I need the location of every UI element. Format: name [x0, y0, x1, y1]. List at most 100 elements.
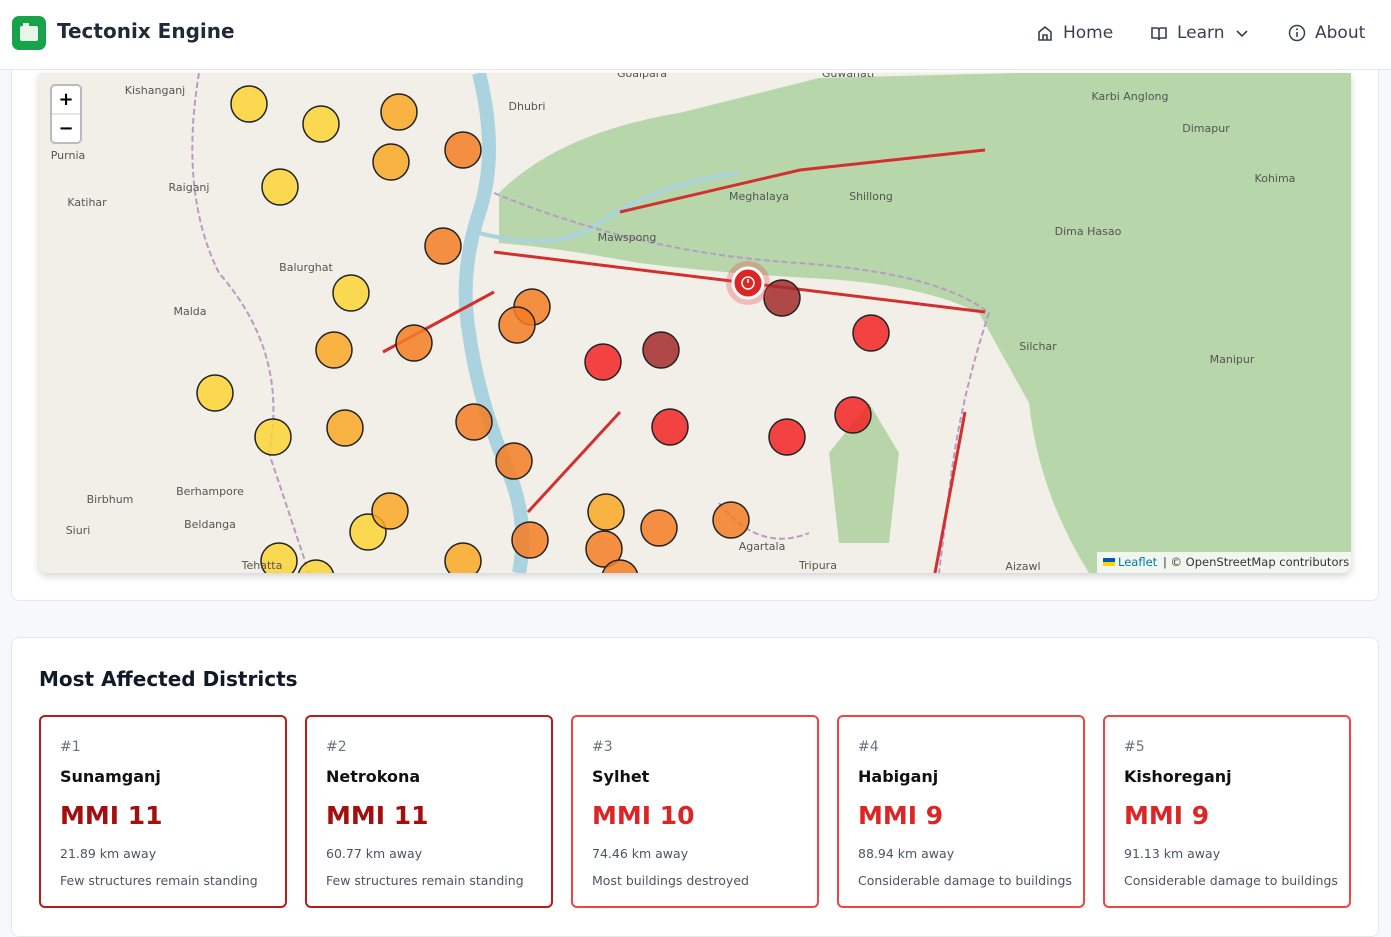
intensity-circle [585, 530, 623, 568]
intensity-circle [640, 509, 678, 547]
place-label: Raiganj [169, 181, 210, 194]
epicenter[interactable] [726, 261, 770, 305]
intensity-circle [380, 93, 418, 131]
district-name: Habiganj [858, 767, 939, 786]
district-distance: 21.89 km away [60, 846, 157, 861]
zoom-control: + − [50, 84, 82, 144]
district-card[interactable]: #3 Sylhet MMI 10 74.46 km away Most building… [571, 715, 819, 908]
zoom-out[interactable]: − [58, 118, 73, 139]
nav-learn[interactable]: Learn [1150, 23, 1250, 43]
place-label: Malda [173, 305, 206, 318]
place-label: Mawspong [598, 231, 657, 244]
district-name: Netrokona [326, 767, 421, 786]
place-label: Birbhum [87, 493, 134, 506]
place-labels: Kishanganj Goalpara Guwahati Karbi Anglong D… [51, 73, 1296, 573]
header: Tectonix Engine Home Learn About [0, 0, 1391, 70]
leaflet-link[interactable]: Leaflet [1118, 555, 1158, 569]
map[interactable]: Kishanganj Goalpara Guwahati Karbi Anglong D… [39, 73, 1351, 573]
intensity-circle [297, 559, 335, 573]
zoom-in[interactable]: + [58, 89, 73, 110]
district-name: Kishoreganj [1124, 767, 1232, 786]
intensity-circle [332, 274, 370, 312]
intensity-circle [326, 409, 364, 447]
home-icon [1038, 25, 1052, 41]
intensity-circle [601, 559, 639, 573]
logo[interactable] [12, 16, 46, 50]
district-distance: 88.94 km away [858, 846, 955, 861]
place-label: Aizawl [1005, 560, 1040, 573]
intensity-circle [254, 418, 292, 456]
intensity-circle [395, 324, 433, 362]
intensity-circle [302, 105, 340, 143]
fault-line [619, 148, 986, 214]
district-card[interactable]: #4 Habiganj MMI 9 88.94 km away Considerable… [837, 715, 1085, 908]
district-card[interactable]: #5 Kishoreganj MMI 9 91.13 km away Considera… [1103, 715, 1351, 908]
nav-label: Home [1063, 23, 1114, 43]
district-effect: Considerable damage to buildings [858, 873, 1072, 888]
intensity-circle [424, 227, 462, 265]
intensity-circle [372, 143, 410, 181]
intensity-circle [642, 331, 680, 369]
intensity-circle [455, 403, 493, 441]
district-effect: Few structures remain standing [326, 873, 524, 888]
intensity-circle [763, 279, 801, 317]
district-name: Sunamganj [60, 767, 161, 786]
place-label: Agartala [739, 540, 786, 553]
section-title: Most Affected Districts [39, 667, 298, 691]
intensity-circle [196, 374, 234, 412]
attribution: | © OpenStreetMap contributors [1163, 555, 1349, 569]
intensity-circle [230, 85, 268, 123]
intensity-circle [712, 501, 750, 539]
district-mmi: MMI 11 [60, 801, 163, 830]
place-label: Karbi Anglong [1091, 90, 1168, 103]
info-icon [1288, 24, 1306, 42]
nav-label: About [1315, 23, 1366, 43]
nav-home[interactable]: Home [1036, 23, 1113, 43]
intensity-circle [371, 492, 409, 530]
district-mmi: MMI 9 [858, 801, 944, 830]
place-label: Goalpara [617, 73, 667, 80]
nav-label: Learn [1177, 23, 1225, 43]
district-effect: Most buildings destroyed [592, 873, 749, 888]
river [458, 73, 530, 573]
place-label: Tehatta [241, 559, 283, 572]
intensity-circle [587, 493, 625, 531]
intensity-circle [834, 396, 872, 434]
place-label: Manipur [1210, 353, 1255, 366]
district-rank: #2 [326, 739, 347, 755]
place-label: Dima Hasao [1055, 225, 1122, 238]
intensity-circle [444, 131, 482, 169]
district-mmi: MMI 11 [326, 801, 429, 830]
fault-line [526, 410, 622, 514]
nav-about[interactable]: About [1288, 23, 1365, 43]
place-label: Guwahati [822, 73, 874, 80]
place-label: Balurghat [279, 261, 333, 274]
district-card[interactable]: #1 Sunamganj MMI 11 21.89 km away Few struct… [39, 715, 287, 908]
district-mmi: MMI 10 [592, 801, 695, 830]
place-label: Shillong [849, 190, 893, 203]
intensity-circle [315, 331, 353, 369]
brand[interactable]: Tectonix Engine [57, 19, 235, 43]
district-effect: Few structures remain standing [60, 873, 258, 888]
intensity-circle [444, 542, 482, 573]
district-mmi: MMI 9 [1124, 801, 1210, 830]
district-circles [196, 85, 890, 573]
intensity-circle [651, 408, 689, 446]
place-label: Purnia [51, 149, 86, 162]
river [478, 171, 740, 243]
place-label: Berhampore [176, 485, 244, 498]
district-distance: 91.13 km away [1124, 846, 1221, 861]
intensity-circle [584, 343, 622, 381]
district-distance: 74.46 km away [592, 846, 689, 861]
intensity-circle [498, 306, 536, 344]
book-icon [1151, 27, 1167, 41]
intensity-circle [852, 314, 890, 352]
place-label: Siuri [66, 524, 91, 537]
district-name: Sylhet [592, 767, 650, 786]
place-label: Beldanga [184, 518, 236, 531]
intensity-circle [495, 442, 533, 480]
place-label: Kishanganj [125, 84, 185, 97]
district-rank: #3 [592, 739, 613, 755]
district-rank: #1 [60, 739, 81, 755]
district-card[interactable]: #2 Netrokona MMI 11 60.77 km away Few struct… [305, 715, 553, 908]
